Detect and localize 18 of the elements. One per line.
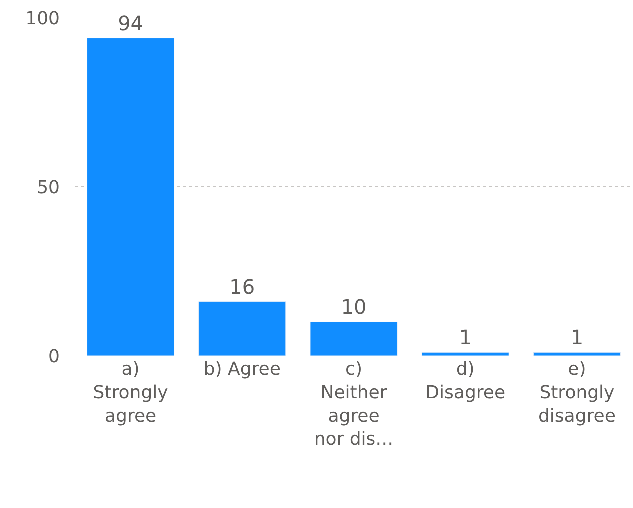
x-tick-label: b) Agree	[204, 359, 281, 380]
y-tick-label: 100	[26, 8, 60, 30]
bar	[533, 352, 621, 356]
y-tick-label: 50	[37, 177, 60, 198]
x-tick-label: d) Disagree	[426, 359, 506, 404]
data-label: 1	[459, 326, 472, 350]
bar	[87, 38, 175, 356]
bar	[310, 322, 398, 356]
bar	[198, 302, 286, 356]
x-tick-label: a) Strongly agree	[93, 359, 169, 427]
data-label: 1	[570, 326, 584, 350]
bar	[422, 352, 510, 356]
x-tick-label: c) Neither agree nor dis…	[314, 359, 394, 450]
data-label: 10	[341, 295, 367, 320]
data-label: 16	[230, 274, 256, 299]
x-tick-label: e) Strongly disagree	[538, 359, 616, 427]
data-label: 94	[118, 11, 144, 36]
y-tick-label: 0	[48, 346, 60, 368]
